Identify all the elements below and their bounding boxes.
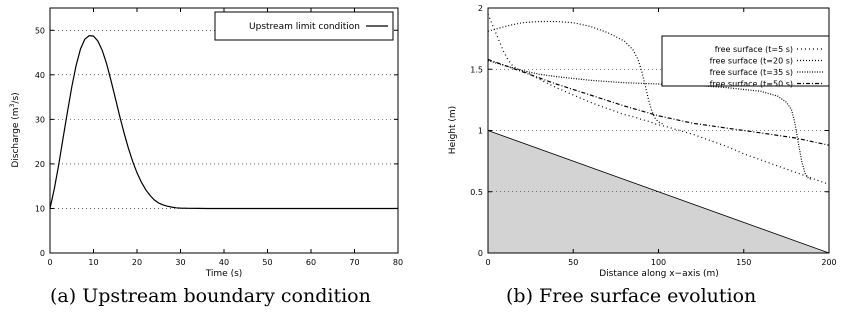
discharge-series xyxy=(49,34,398,210)
discharge-legend-label: Upstream limit condition xyxy=(249,22,360,32)
discharge-xtick-label: 70 xyxy=(349,258,359,267)
height-xtick-label: 100 xyxy=(651,258,666,267)
discharge-xtick-label: 80 xyxy=(393,258,403,267)
height-xtick-label: 50 xyxy=(568,258,578,267)
discharge-legend-box xyxy=(214,11,394,41)
discharge-ytick-label: 50 xyxy=(35,26,45,35)
discharge-ytick-label: 40 xyxy=(35,71,45,80)
discharge-legend: Upstream limit condition xyxy=(214,11,394,41)
discharge-plot-frame xyxy=(49,7,399,254)
height-legend-label-0: free surface (t=5 s) xyxy=(715,45,793,54)
height-ytick-label: 2 xyxy=(478,4,483,13)
discharge-ytick-label: 0 xyxy=(40,249,45,258)
discharge-xlabel: Time (s) xyxy=(205,269,243,279)
height-ytick-label: 0.5 xyxy=(470,188,483,197)
height-legend-label-1: free surface (t=20 s) xyxy=(710,57,793,66)
riverbed-area xyxy=(487,129,830,254)
height-ytick-label: 0 xyxy=(478,249,483,258)
discharge-series-line-0 xyxy=(49,34,398,210)
height-legend: free surface (t=5 s) free surface (t=20 s… xyxy=(661,35,830,89)
discharge-ytick-label: 30 xyxy=(35,115,45,124)
height-xlabel: Distance along x−axis (m) xyxy=(599,269,719,279)
height-legend-label-2: free surface (t=35 s) xyxy=(710,68,793,77)
discharge-ytick-label: 20 xyxy=(35,160,45,169)
height-ytick-label: 1 xyxy=(478,127,483,136)
discharge-chart: 0 10 20 30 40 50 0 10 20 30 40 50 60 70 80 Time (s) Di… xyxy=(9,7,403,279)
discharge-xtick-label: 40 xyxy=(219,258,229,267)
height-xtick-label: 150 xyxy=(736,258,751,267)
caption-b: (b) Free surface evolution xyxy=(506,285,757,307)
height-legend-box xyxy=(661,35,830,87)
height-legend-label-3: free surface (t=50 s) xyxy=(710,80,793,89)
discharge-xtick-label: 30 xyxy=(175,258,185,267)
height-xtick-label: 200 xyxy=(821,258,836,267)
height-series-line-2 xyxy=(487,60,813,181)
discharge-xtick-label: 0 xyxy=(47,258,52,267)
height-series-line-0 xyxy=(487,13,830,185)
height-series-line-1 xyxy=(487,20,664,125)
discharge-xtick-label: 20 xyxy=(132,258,142,267)
height-ytick-label: 1.5 xyxy=(470,65,483,74)
free-surface-series xyxy=(487,13,830,185)
discharge-xtick-label: 60 xyxy=(306,258,316,267)
discharge-ticks: 0 10 20 30 40 50 0 10 20 30 40 50 60 70 80 xyxy=(35,8,403,267)
discharge-ytick-label: 10 xyxy=(35,204,45,213)
discharge-ylabel: Discharge (m3/s) xyxy=(9,92,21,167)
discharge-xtick-label: 10 xyxy=(88,258,98,267)
discharge-xtick-label: 50 xyxy=(262,258,272,267)
height-series-line-3 xyxy=(487,58,830,146)
height-legend-entries: free surface (t=5 s) free surface (t=20 s… xyxy=(710,45,824,89)
height-plot-frame xyxy=(487,7,830,254)
caption-a: (a) Upstream boundary condition xyxy=(50,285,371,307)
height-xtick-label: 0 xyxy=(485,258,490,267)
free-surface-chart: 0 0.5 1 1.5 2 0 50 100 150 200 Distance along x−a… xyxy=(448,4,837,279)
height-ylabel: Height (m) xyxy=(448,106,458,154)
